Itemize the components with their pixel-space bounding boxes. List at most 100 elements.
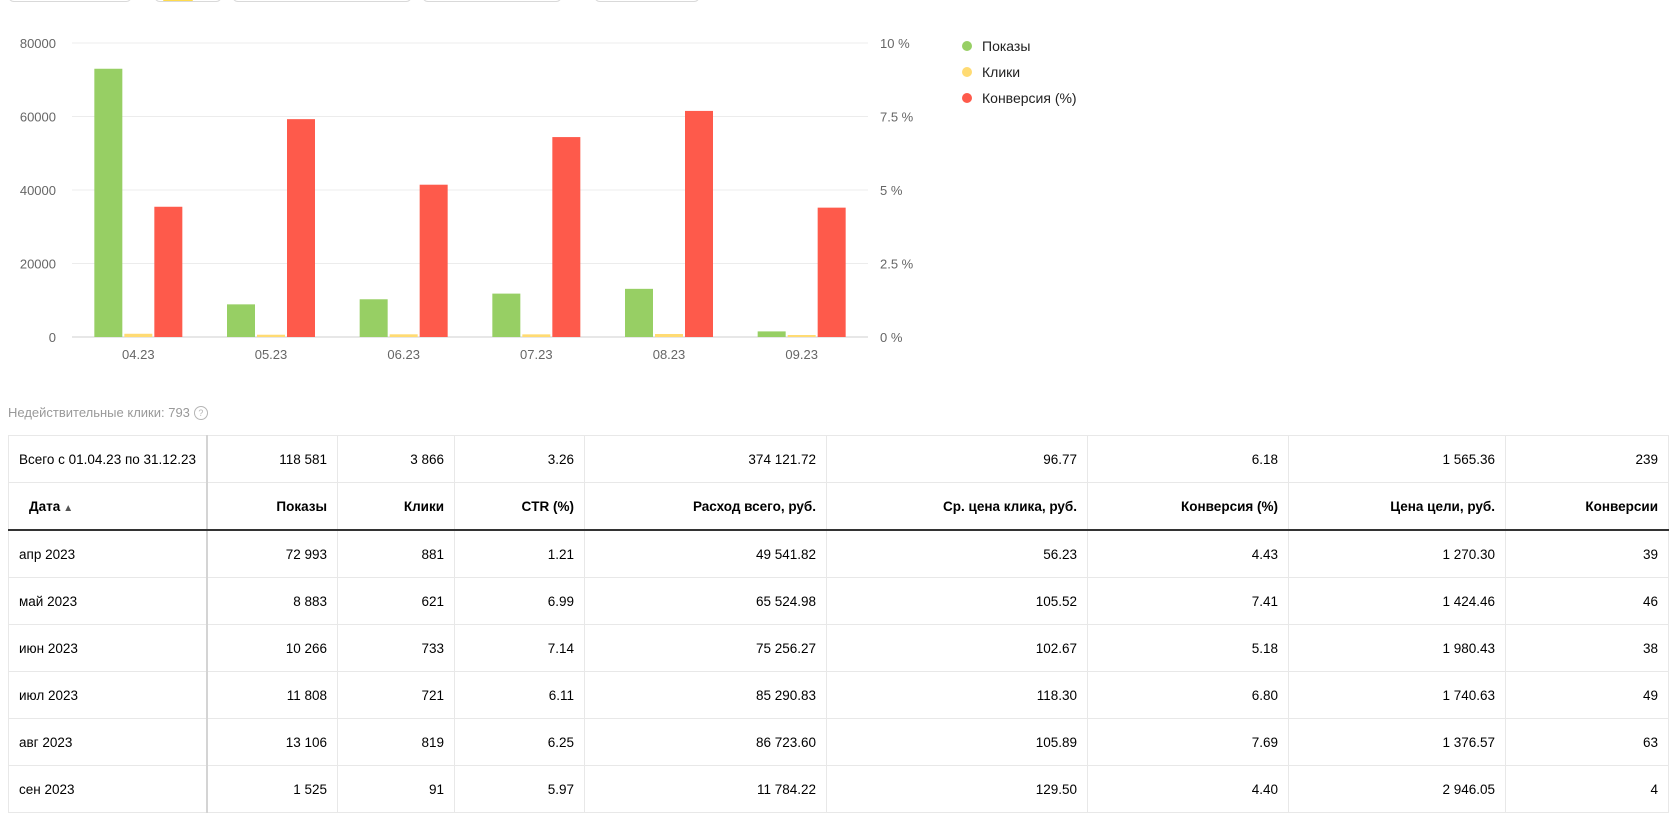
table-cell: 1.21 [454,529,585,578]
table-cell: 721 [337,671,455,719]
column-header-date[interactable]: Дата ▲ [8,482,208,531]
table-cell: 75 256.27 [584,624,827,672]
table-cell: 38 [1505,624,1669,672]
table-cell: 91 [337,765,455,813]
total-cell: 118 581 [206,435,338,483]
column-header-ctr[interactable]: CTR (%) [454,482,585,531]
table-cell: 46 [1505,577,1669,625]
combo-bar-chart: 0 0 % 20000 2.5 % 40000 5 % 60000 7.5 % 80000 10 … [20,36,914,362]
table-cell: 1 525 [206,765,338,813]
bar [287,119,315,338]
table-cell: 129.50 [826,765,1088,813]
table-cell: июн 2023 [8,624,208,672]
bar [94,68,123,337]
bars [94,68,846,338]
column-header-impressions[interactable]: Показы [206,482,338,531]
table-row: июл 2023 11 808 721 6.11 85 290.83 118.30 6.80… [8,671,1669,719]
table-cell: 65 524.98 [584,577,827,625]
bar [419,184,448,337]
axis-ticks: 0 0 % 20000 2.5 % 40000 5 % 60000 7.5 % 80000 10 … [20,36,914,362]
bar [685,110,713,337]
x-tick-label: 06.23 [387,347,420,362]
table-cell: 5.18 [1087,624,1289,672]
table-cell: 85 290.83 [584,671,827,719]
y-tick-label: 0 [49,330,56,345]
bar [257,334,285,337]
column-header-conversion[interactable]: Конверсия (%) [1087,482,1289,531]
table-cell: 6.80 [1087,671,1289,719]
table-cell: июл 2023 [8,671,208,719]
y-tick-label: 40000 [20,183,56,198]
invalid-clicks-note: Недействительные клики: 793 [8,405,208,420]
table-cell: 1 376.57 [1288,718,1506,766]
chart-legend: Показы Клики Конверсия (%) [962,36,1077,114]
header-row: Дата ▲ Показы Клики CTR (%) Расход всего,… [8,482,1669,531]
y-tick-label: 80000 [20,36,56,51]
table-row: апр 2023 72 993 881 1.21 49 541.82 56.23 4.43 1… [8,529,1669,578]
legend-dot [962,93,972,103]
y-tick-label: 20000 [20,257,56,272]
table-cell: 1 980.43 [1288,624,1506,672]
column-header-spend[interactable]: Расход всего, руб. [584,482,827,531]
table-cell: 733 [337,624,455,672]
legend-item-impressions[interactable]: Показы [962,36,1077,62]
table-cell: 8 883 [206,577,338,625]
legend-label: Показы [982,38,1031,54]
table-row: сен 2023 1 525 91 5.97 11 784.22 129.50 4.40 2 … [8,765,1669,813]
total-cell: 6.18 [1087,435,1289,483]
x-tick-label: 07.23 [520,347,553,362]
legend-label: Клики [982,64,1021,80]
total-cell: 1 565.36 [1288,435,1506,483]
column-header-avg-cpc[interactable]: Ср. цена клика, руб. [826,482,1088,531]
bar [227,304,255,337]
table-cell: 10 266 [206,624,338,672]
bar [757,331,786,337]
x-tick-label: 09.23 [785,347,818,362]
table-cell: 118.30 [826,671,1088,719]
table-cell: 72 993 [206,529,338,578]
table-cell: 7.14 [454,624,585,672]
bar [787,335,816,337]
table-cell: май 2023 [8,577,208,625]
bar [154,206,183,337]
table-cell: 1 424.46 [1288,577,1506,625]
bar [522,334,551,337]
table-cell: 4.40 [1087,765,1289,813]
table-cell: авг 2023 [8,718,208,766]
table-cell: 11 784.22 [584,765,827,813]
table-row: май 2023 8 883 621 6.99 65 524.98 105.52 7.41 1… [8,577,1669,625]
x-tick-label: 08.23 [653,347,686,362]
x-tick-label: 04.23 [122,347,155,362]
table-cell: 6.11 [454,671,585,719]
column-header-clicks[interactable]: Клики [337,482,455,531]
legend-label: Конверсия (%) [982,90,1077,106]
table-cell: 1 270.30 [1288,529,1506,578]
table-row: авг 2023 13 106 819 6.25 86 723.60 105.89 7.69… [8,718,1669,766]
table-cell: 4.43 [1087,529,1289,578]
table-cell: 86 723.60 [584,718,827,766]
column-header-goal-cost[interactable]: Цена цели, руб. [1288,482,1506,531]
table-cell: 49 541.82 [584,529,827,578]
table-cell: 2 946.05 [1288,765,1506,813]
table-cell: 102.67 [826,624,1088,672]
column-header-conversions[interactable]: Конверсии [1505,482,1669,531]
bar [124,333,153,337]
table-cell: апр 2023 [8,529,208,578]
table-cell: 6.99 [454,577,585,625]
grid [72,42,868,338]
legend-item-clicks[interactable]: Клики [962,62,1077,88]
table-cell: 56.23 [826,529,1088,578]
help-icon[interactable] [193,406,208,420]
total-row: Всего с 01.04.23 по 31.12.23 118 581 3 8… [8,435,1669,483]
table-cell: 7.69 [1087,718,1289,766]
total-cell: 239 [1505,435,1669,483]
legend-item-conversion[interactable]: Конверсия (%) [962,88,1077,114]
y2-tick-label: 2.5 % [880,257,914,272]
table-cell: 39 [1505,529,1669,578]
total-cell: 374 121.72 [584,435,827,483]
table-cell: 6.25 [454,718,585,766]
legend-dot [962,41,972,51]
table-cell: 881 [337,529,455,578]
table-cell: 7.41 [1087,577,1289,625]
table-cell: 11 808 [206,671,338,719]
